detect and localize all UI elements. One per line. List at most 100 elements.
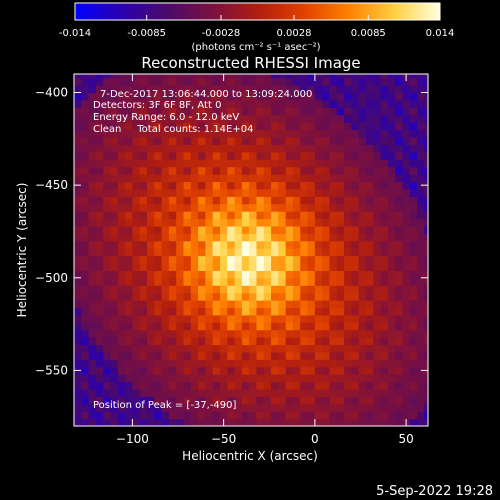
heatmap-cell <box>409 374 418 383</box>
heatmap-cell <box>212 159 221 168</box>
heatmap-cell <box>292 166 301 175</box>
heatmap-cell <box>336 418 345 426</box>
heatmap-cell <box>198 203 206 212</box>
heatmap-cell <box>373 344 382 353</box>
heatmap-cell <box>95 329 104 338</box>
heatmap-cell <box>176 277 185 286</box>
heatmap-cell <box>190 240 199 249</box>
heatmap-cell <box>81 322 90 331</box>
heatmap-cell <box>307 151 316 160</box>
heatmap-cell <box>424 211 428 220</box>
heatmap-cell <box>81 381 90 390</box>
heatmap-cell <box>263 262 272 271</box>
heatmap-cell <box>161 129 170 138</box>
heatmap-cell <box>263 240 272 249</box>
heatmap-cell <box>234 314 243 323</box>
heatmap-cell <box>88 270 97 279</box>
heatmap-cell <box>88 285 97 294</box>
heatmap-cell <box>292 174 301 183</box>
heatmap-cell <box>336 181 345 190</box>
heatmap-cell <box>380 411 389 420</box>
heatmap-cell <box>358 166 367 175</box>
heatmap-cell <box>205 85 214 94</box>
heatmap-cell <box>110 233 119 242</box>
heatmap-cell <box>95 203 104 212</box>
heatmap-cell <box>417 129 425 138</box>
heatmap-cell <box>205 166 214 175</box>
heatmap-cell <box>205 248 214 257</box>
heatmap-cell <box>234 351 243 360</box>
heatmap-cell <box>380 151 389 160</box>
heatmap-cell <box>146 114 155 123</box>
heatmap-cell <box>110 218 119 227</box>
heatmap-cell <box>198 300 206 309</box>
heatmap-cell <box>373 159 382 168</box>
heatmap-cell <box>249 159 258 168</box>
heatmap-cell <box>285 307 294 316</box>
heatmap-cell <box>132 107 141 116</box>
heatmap-cell <box>322 351 331 360</box>
heatmap-cell <box>292 107 301 116</box>
heatmap-cell <box>88 181 97 190</box>
heatmap-cell <box>154 218 163 227</box>
heatmap-cell <box>227 337 236 346</box>
heatmap-cell <box>110 107 119 116</box>
heatmap-cell <box>198 240 206 249</box>
heatmap-cell <box>256 136 265 145</box>
heatmap-cell <box>365 99 374 108</box>
heatmap-cell <box>190 300 199 309</box>
heatmap-cell <box>219 240 228 249</box>
heatmap-cell <box>263 344 272 353</box>
heatmap-cell <box>322 114 331 123</box>
heatmap-cell <box>373 122 382 131</box>
heatmap-cell <box>168 381 177 390</box>
heatmap-cell <box>212 144 221 153</box>
heatmap-cell <box>417 159 425 168</box>
heatmap-cell <box>307 122 316 131</box>
heatmap-cell <box>110 203 119 212</box>
heatmap-cell <box>132 411 141 420</box>
heatmap-cell <box>256 359 265 368</box>
heatmap-cell <box>402 77 411 86</box>
heatmap-cell <box>278 314 287 323</box>
heatmap-cell <box>417 270 425 279</box>
heatmap-cell <box>271 211 279 220</box>
colorbar-tick-label: -0.0028 <box>202 28 241 39</box>
heatmap-cell <box>74 270 82 279</box>
heatmap-cell <box>395 122 404 131</box>
heatmap-cell <box>110 344 119 353</box>
heatmap-cell <box>117 99 126 108</box>
heatmap-cell <box>271 314 279 323</box>
heatmap-cell <box>322 225 331 234</box>
heatmap-cell <box>139 388 148 397</box>
heatmap-cell <box>212 136 221 145</box>
heatmap-cell <box>146 388 155 397</box>
heatmap-cell <box>285 174 294 183</box>
heatmap-cell <box>125 181 133 190</box>
heatmap-cell <box>322 307 331 316</box>
heatmap-cell <box>263 99 272 108</box>
heatmap-cell <box>380 166 389 175</box>
heatmap-cell <box>95 218 104 227</box>
heatmap-cell <box>146 240 155 249</box>
heatmap-cell <box>358 240 367 249</box>
heatmap-cell <box>132 92 141 101</box>
heatmap-cell <box>146 129 155 138</box>
heatmap-cell <box>190 351 199 360</box>
heatmap-cell <box>249 329 258 338</box>
heatmap-cell <box>176 92 185 101</box>
heatmap-cell <box>95 74 104 79</box>
heatmap-cell <box>74 77 82 86</box>
heatmap-cell <box>161 381 170 390</box>
heatmap-cell <box>249 337 258 346</box>
heatmap-cell <box>344 136 352 145</box>
heatmap-cell <box>139 99 148 108</box>
heatmap-cell <box>176 122 185 131</box>
heatmap-cell <box>198 159 206 168</box>
heatmap-cell <box>117 203 126 212</box>
heatmap-cell <box>336 403 345 412</box>
heatmap-cell <box>278 240 287 249</box>
heatmap-cell <box>183 322 192 331</box>
heatmap-cell <box>344 174 352 183</box>
heatmap-cell <box>190 92 199 101</box>
